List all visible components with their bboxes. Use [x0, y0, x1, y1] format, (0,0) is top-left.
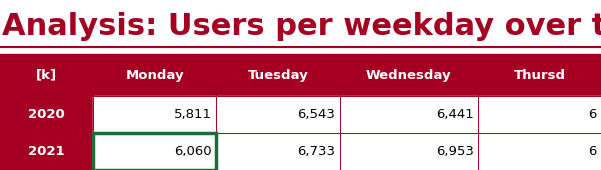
Bar [340, 133, 478, 170]
Text: 5,811: 5,811 [174, 108, 212, 121]
Bar [0, 54, 601, 96]
Text: Tuesday: Tuesday [248, 69, 308, 82]
Text: 6,441: 6,441 [436, 108, 474, 121]
Text: 2020: 2020 [28, 108, 65, 121]
Bar [216, 96, 340, 133]
Text: 6,733: 6,733 [297, 145, 335, 158]
Bar [93, 133, 216, 170]
Text: 2021: 2021 [28, 145, 65, 158]
Text: [k]: [k] [36, 69, 57, 82]
Bar [0, 133, 93, 170]
Text: Thursd: Thursd [513, 69, 566, 82]
Bar [93, 96, 216, 133]
Text: 6,543: 6,543 [297, 108, 335, 121]
Text: Monday: Monday [126, 69, 184, 82]
Text: 6,953: 6,953 [436, 145, 474, 158]
Bar [478, 96, 601, 133]
Text: 6,060: 6,060 [174, 145, 212, 158]
Bar [478, 133, 601, 170]
Bar [216, 133, 340, 170]
Text: 6: 6 [588, 145, 597, 158]
Text: Wednesday: Wednesday [366, 69, 451, 82]
Bar [93, 133, 216, 170]
Text: Analysis: Users per weekday over time: Analysis: Users per weekday over time [2, 12, 601, 41]
Bar [340, 96, 478, 133]
Text: 6: 6 [588, 108, 597, 121]
Bar [0, 96, 93, 133]
